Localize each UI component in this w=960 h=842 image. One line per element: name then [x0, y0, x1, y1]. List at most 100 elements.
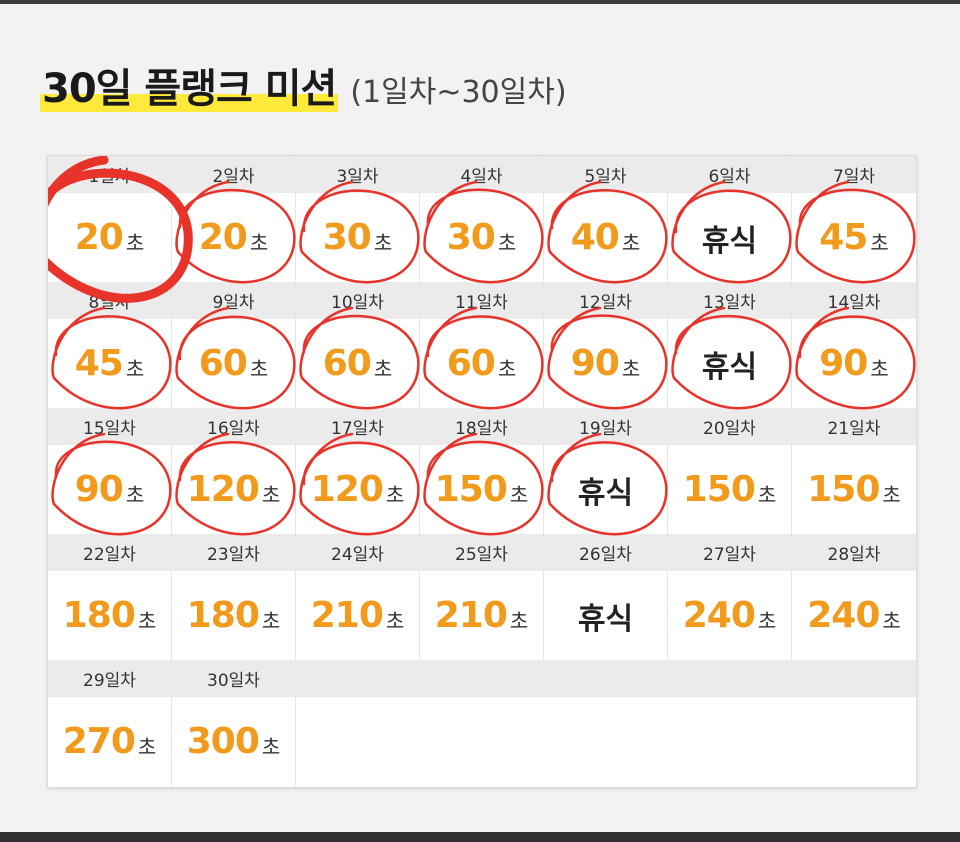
seconds-value: 20 — [198, 217, 248, 258]
seconds-value: 45 — [819, 217, 868, 258]
seconds-unit: 초 — [497, 357, 517, 381]
day-value: 300 초 — [172, 697, 295, 786]
empty-cell — [668, 660, 792, 786]
day-label: 8일차 — [48, 282, 171, 319]
day-cell: 11일차 60 초 — [420, 282, 544, 408]
mission-grid: 1일차 20 초 2일차 20 초 3일차 30 초 4일차 30 초 5일차 40 초 6일차 휴식 7일차 45… — [48, 156, 916, 786]
day-cell: 27일차 240 초 — [668, 534, 792, 660]
day-cell: 29일차 270 초 — [48, 660, 172, 786]
seconds-value: 300 — [186, 721, 260, 762]
seconds-unit: 초 — [497, 231, 517, 255]
day-value: 270 초 — [48, 697, 171, 786]
title-highlight — [40, 94, 339, 112]
seconds-unit: 초 — [125, 483, 145, 507]
seconds-unit: 초 — [870, 231, 889, 255]
day-label: 27일차 — [668, 534, 791, 571]
day-label: 20일차 — [668, 408, 791, 445]
day-cell: 28일차 240 초 — [792, 534, 916, 660]
day-cell: 25일차 210 초 — [420, 534, 544, 660]
empty-cell — [544, 660, 668, 786]
seconds-value: 150 — [682, 469, 756, 510]
day-label: 14일차 — [792, 282, 916, 319]
top-edge-bar — [0, 0, 960, 4]
day-cell: 16일차 120 초 — [172, 408, 296, 534]
seconds-value: 20 — [74, 217, 124, 258]
day-label: 21일차 — [792, 408, 916, 445]
seconds-value: 90 — [570, 343, 620, 384]
day-cell: 15일차 90 초 — [48, 408, 172, 534]
day-label: 28일차 — [792, 534, 916, 571]
seconds-value: 60 — [446, 343, 496, 384]
empty-label — [296, 660, 420, 697]
day-cell: 22일차 180 초 — [48, 534, 172, 660]
empty-label — [792, 660, 916, 697]
empty-value — [296, 697, 420, 786]
seconds-value: 90 — [819, 343, 868, 384]
rest-label: 휴식 — [701, 349, 758, 385]
empty-cell — [420, 660, 544, 786]
seconds-value: 120 — [310, 469, 384, 510]
day-label: 10일차 — [296, 282, 419, 319]
day-value: 45 초 — [792, 193, 916, 282]
seconds-unit: 초 — [261, 735, 281, 759]
title-row: 30일 플랭크 미션 (1일차~30일차) — [40, 56, 567, 114]
day-value: 180 초 — [172, 571, 295, 660]
seconds-unit: 초 — [261, 483, 281, 507]
day-cell: 4일차 30 초 — [420, 156, 544, 282]
day-label: 6일차 — [668, 156, 791, 193]
empty-label — [420, 660, 544, 697]
day-label: 29일차 — [48, 660, 171, 697]
seconds-unit: 초 — [509, 609, 529, 633]
empty-cell — [792, 660, 916, 786]
mission-calendar: 1일차 20 초 2일차 20 초 3일차 30 초 4일차 30 초 5일차 40 초 6일차 휴식 7일차 45… — [47, 155, 917, 788]
day-label: 4일차 — [420, 156, 543, 193]
seconds-unit: 초 — [137, 609, 157, 633]
day-value: 휴식 — [668, 319, 791, 408]
day-cell: 3일차 30 초 — [296, 156, 420, 282]
seconds-value: 30 — [446, 217, 496, 258]
day-label: 23일차 — [172, 534, 295, 571]
seconds-value: 270 — [62, 721, 136, 762]
seconds-unit: 초 — [373, 357, 393, 381]
day-cell: 24일차 210 초 — [296, 534, 420, 660]
day-label: 13일차 — [668, 282, 791, 319]
page-title: 30일 플랭크 미션 — [40, 56, 339, 114]
page-title-text: 30일 플랭크 미션 — [42, 66, 337, 112]
seconds-value: 60 — [322, 343, 372, 384]
day-label: 7일차 — [792, 156, 916, 193]
seconds-value: 240 — [807, 595, 880, 636]
day-value: 90 초 — [48, 445, 171, 534]
page-subtitle: (1일차~30일차) — [350, 75, 567, 110]
day-cell: 21일차 150 초 — [792, 408, 916, 534]
day-value: 20 초 — [48, 193, 171, 282]
day-cell: 6일차 휴식 — [668, 156, 792, 282]
day-label: 30일차 — [172, 660, 295, 697]
day-cell: 7일차 45 초 — [792, 156, 916, 282]
day-label: 16일차 — [172, 408, 295, 445]
empty-label — [544, 660, 668, 697]
bottom-edge-bar — [0, 832, 960, 842]
day-label: 12일차 — [544, 282, 667, 319]
day-label: 11일차 — [420, 282, 543, 319]
seconds-value: 120 — [186, 469, 260, 510]
day-cell: 19일차 휴식 — [544, 408, 668, 534]
seconds-value: 60 — [198, 343, 248, 384]
seconds-unit: 초 — [137, 735, 157, 759]
day-value: 180 초 — [48, 571, 171, 660]
day-label: 15일차 — [48, 408, 171, 445]
day-value: 90 초 — [544, 319, 667, 408]
day-value: 휴식 — [544, 571, 667, 660]
seconds-unit: 초 — [870, 357, 889, 381]
day-label: 22일차 — [48, 534, 171, 571]
day-cell: 20일차 150 초 — [668, 408, 792, 534]
day-value: 150 초 — [792, 445, 916, 534]
seconds-value: 30 — [322, 217, 372, 258]
day-cell: 30일차 300 초 — [172, 660, 296, 786]
day-label: 3일차 — [296, 156, 419, 193]
day-cell: 18일차 150 초 — [420, 408, 544, 534]
seconds-unit: 초 — [882, 609, 901, 633]
day-value: 40 초 — [544, 193, 667, 282]
day-value: 45 초 — [48, 319, 171, 408]
day-cell: 14일차 90 초 — [792, 282, 916, 408]
